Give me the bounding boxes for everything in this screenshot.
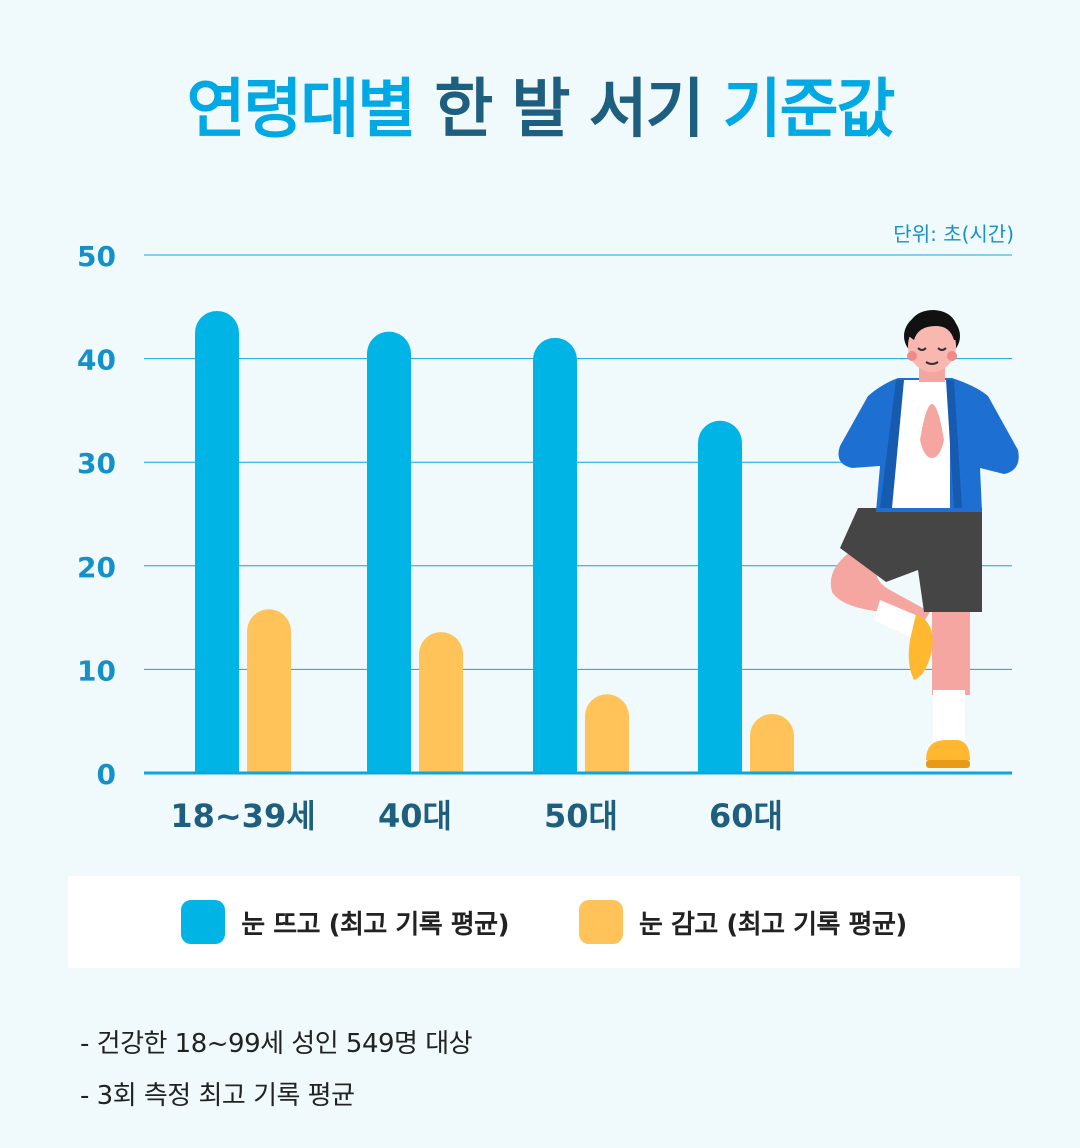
legend-label-eyes-closed: 눈 감고 (최고 기록 평균) <box>639 909 907 940</box>
x-category-label: 60대 <box>709 797 783 835</box>
legend-label-eyes-open: 눈 뜨고 (최고 기록 평균) <box>241 909 509 940</box>
bar-eyes-closed <box>750 713 794 773</box>
title-part-3: 기준값 <box>722 73 896 147</box>
y-tick-label: 50 <box>77 240 116 273</box>
y-tick-label: 30 <box>77 447 116 480</box>
footnote-2: - 3회 측정 최고 기록 평균 <box>80 1081 355 1111</box>
chart-title: 연령대별 한 발 서기 기준값 <box>0 78 1080 142</box>
legend-swatch-eyes-open <box>181 900 226 944</box>
legend-item-eyes-closed: 눈 감고 (최고 기록 평균) <box>579 900 907 944</box>
x-category-label: 50대 <box>544 797 618 835</box>
bar-eyes-open <box>195 310 240 773</box>
bar-chart: 0 10 20 30 40 50 18~39세 40대 50대 60대 <box>77 240 1019 835</box>
y-tick-label: 20 <box>77 551 116 584</box>
bar-eyes-closed <box>419 632 463 773</box>
title-part-2: 한 발 서기 <box>414 73 723 147</box>
y-tick-label: 10 <box>77 654 116 687</box>
y-tick-label: 0 <box>97 758 116 791</box>
x-axis-categories: 18~39세 40대 50대 60대 <box>170 797 783 835</box>
y-tick-label: 40 <box>77 344 116 377</box>
x-category-label: 18~39세 <box>170 797 315 835</box>
bar-eyes-open <box>533 337 577 773</box>
x-category-label: 40대 <box>378 797 452 835</box>
legend-item-eyes-open: 눈 뜨고 (최고 기록 평균) <box>181 900 509 944</box>
unit-label: 단위: 초(시간) <box>893 222 1014 246</box>
title-part-1: 연령대별 <box>186 73 417 147</box>
footnote-1: - 건강한 18~99세 성인 549명 대상 <box>80 1029 473 1059</box>
legend: 눈 뜨고 (최고 기록 평균) 눈 감고 (최고 기록 평균) <box>68 876 1020 968</box>
bar-eyes-open <box>367 331 411 773</box>
bars <box>195 310 794 773</box>
bar-eyes-open <box>698 420 742 773</box>
person-balancing-illustration <box>830 310 1019 768</box>
legend-swatch-eyes-closed <box>579 900 623 944</box>
footnotes: - 건강한 18~99세 성인 549명 대상 - 3회 측정 최고 기록 평균 <box>80 1018 473 1122</box>
bar-eyes-closed <box>247 609 291 773</box>
y-axis-ticks: 0 10 20 30 40 50 <box>77 240 116 791</box>
bar-eyes-closed <box>585 694 629 773</box>
